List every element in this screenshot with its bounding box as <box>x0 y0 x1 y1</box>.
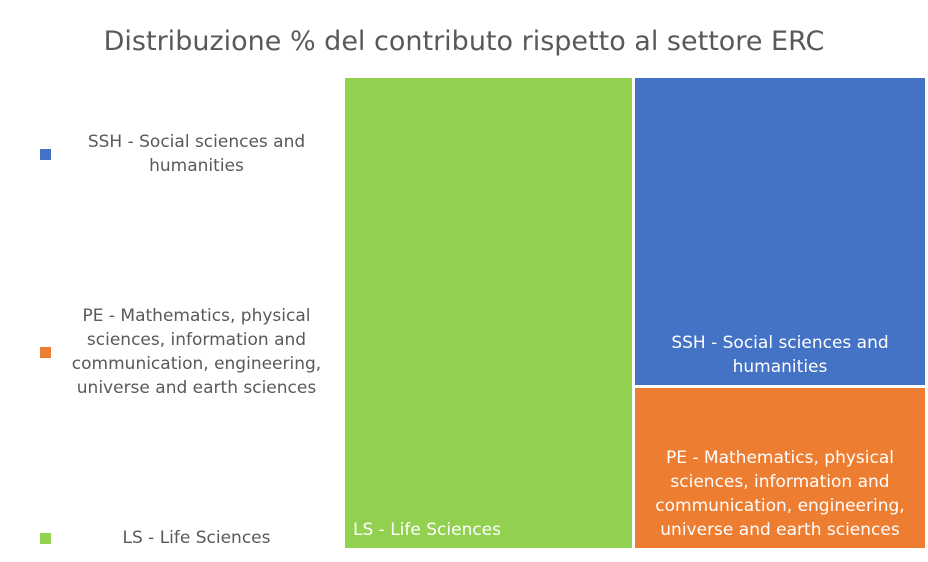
treemap-cell: SSH - Social sciences and humanities <box>635 78 925 386</box>
cell-label: LS - Life Sciences <box>353 520 502 540</box>
cell-label: SSH - Social sciences and humanities <box>671 333 889 378</box>
chart-title: Distribuzione % del contributo rispetto … <box>103 26 825 57</box>
legend-item: SSH - Social sciences and humanities <box>40 130 330 178</box>
legend-swatch <box>40 346 51 358</box>
legend-label: PE - Mathematics, physical sciences, inf… <box>71 306 322 398</box>
legend-item: PE - Mathematics, physical sciences, inf… <box>40 304 330 400</box>
treemap-cell: PE - Mathematics, physical sciences, inf… <box>635 388 925 548</box>
legend-item: LS - Life Sciences <box>40 526 330 550</box>
cell-label: PE - Mathematics, physical sciences, inf… <box>655 447 905 540</box>
legend-swatch <box>40 532 51 544</box>
treemap-cell: LS - Life Sciences <box>345 78 632 548</box>
legend: SSH - Social sciences and humanities PE -… <box>40 130 330 550</box>
legend-label: SSH - Social sciences and humanities <box>87 132 306 176</box>
legend-label: LS - Life Sciences <box>122 528 271 548</box>
legend-swatch <box>40 148 51 160</box>
